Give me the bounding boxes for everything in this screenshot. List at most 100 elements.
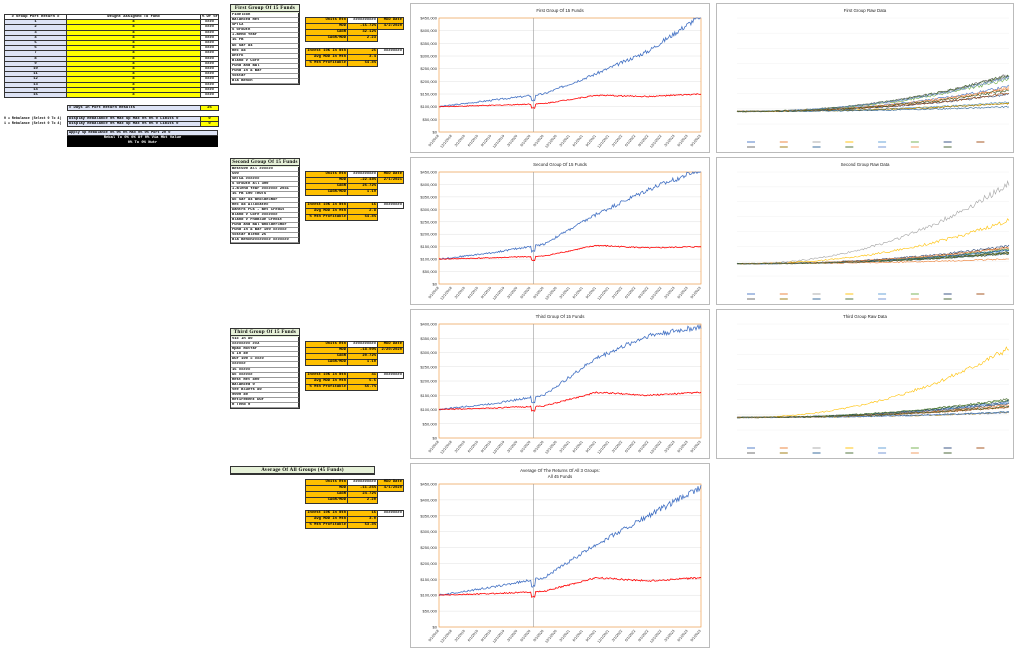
stat-label: CAGR/MDD: [305, 497, 348, 504]
x-tick-label: 3/1/2019: [454, 286, 466, 299]
days-value[interactable]: 26: [200, 104, 219, 112]
y-tick-label: $100,000: [420, 257, 437, 262]
list-item[interactable]: R Tend 0: [231, 403, 299, 409]
rebalance-bar: Apply Sp Rebalance 0% 0% 0% Max 0% 0% Po…: [67, 130, 218, 136]
x-tick-label: 3/1/2020: [506, 440, 518, 453]
list-item[interactable]: I-Blend Year ####### 2031: [231, 187, 299, 193]
list-item[interactable]: Rest Ret 800: [231, 377, 299, 383]
weight-cell[interactable]: 8: [66, 92, 201, 99]
list-item[interactable]: Vostar Blend 26: [231, 233, 299, 239]
fund-list: Fidelcon Balanced Ret SPTCX S Growth I-Bend …: [231, 13, 299, 85]
plot-frame: [438, 17, 702, 133]
list-item[interactable]: Rec 88: [231, 48, 299, 54]
list-item[interactable]: Bland V FndBlue Credit: [231, 217, 299, 224]
list-item[interactable]: Dur 100 = ####: [231, 357, 299, 363]
list-item[interactable]: Oc Sar 84: [231, 43, 299, 49]
option-2-value[interactable]: 0: [200, 121, 219, 128]
list-item[interactable]: 0000 80: [231, 393, 299, 399]
y-tick-label: $300,000: [420, 350, 437, 355]
stat-label: Invest 10K In Nth: [305, 48, 348, 55]
list-item[interactable]: Bland V Core: [231, 58, 299, 64]
stat-label: % Mth Profitable: [305, 214, 348, 221]
benchmark-series-line: [438, 93, 702, 109]
x-tick-label: 9/1/2020: [533, 440, 545, 453]
list-item[interactable]: S Growth all 300: [231, 182, 299, 188]
x-tick-label: 3/1/2023: [664, 629, 676, 642]
y-tick-label: $0: [433, 130, 438, 135]
list-item[interactable]: Bland V Core #######: [231, 212, 299, 218]
list-item[interactable]: ######: [231, 362, 299, 368]
chart-title: Third Group Of 15 Funds: [535, 314, 585, 319]
list-item[interactable]: Balanced Ret: [231, 18, 299, 24]
list-item[interactable]: 15 #####: [231, 367, 299, 373]
portfolio-series-line: [438, 323, 702, 411]
list-item[interactable]: ######## ##X: [231, 342, 299, 348]
chart-plot: $0 $50,000 $100,000 $150,000 $200,000 $250,00…: [420, 482, 701, 644]
x-tick-label: 12/1/2019: [492, 134, 505, 149]
x-tick-label: 3/1/2022: [611, 286, 623, 299]
list-item[interactable]: Dantrk FCs - Bet Credit: [231, 207, 299, 213]
group-stats: Units Rtn ########## MDD Date MDD -11.25% 4/…: [305, 479, 404, 529]
list-item[interactable]: Bla Bench: [231, 79, 299, 85]
x-tick-label: 6/1/2022: [624, 134, 636, 147]
list-item[interactable]: Fund In & Bar 100 ######: [231, 228, 299, 234]
y-tick-label: $200,000: [420, 232, 437, 237]
list-item[interactable]: Bla Bench######## #######: [231, 238, 299, 244]
x-tick-label: 12/1/2022: [649, 286, 662, 301]
list-item[interactable]: Oc ######: [231, 372, 299, 378]
option-1-value[interactable]: 0: [200, 115, 219, 123]
stat-value: ########: [377, 48, 404, 55]
list-item[interactable]: Vic In 80: [231, 337, 299, 343]
list-item[interactable]: 15 FB 100 TRUTS: [231, 192, 299, 198]
table-row: 12 8 ####: [4, 76, 219, 83]
x-tick-label: 9/1/2020: [533, 134, 545, 147]
list-item[interactable]: 500: [231, 172, 299, 178]
percent-cell: ####: [200, 92, 219, 99]
list-item[interactable]: Vostar: [231, 74, 299, 80]
rebalance-note: Rebal To 0% 0% Of 0% Via Mkt Value 0% To…: [67, 136, 218, 147]
x-tick-label: 3/1/2020: [506, 629, 518, 642]
x-tick-label: 3/1/2021: [559, 134, 571, 147]
fund-series-line: [736, 346, 1010, 419]
stat-value: 64.4%: [347, 60, 378, 67]
chart-plot: $0 $50,000 $100,000 $150,000 $200,000 $250,00…: [420, 16, 702, 149]
portfolio-line-chart: Second Group Of 15 Funds $0 $50,000 $100,00…: [410, 157, 710, 305]
chart-plot: $0 $50,000 $100,000 $150,000 $200,000 $250,00…: [420, 322, 702, 455]
list-item[interactable]: Rpac Rotfar: [231, 347, 299, 353]
y-tick-label: $100,000: [420, 593, 437, 598]
list-item[interactable]: Best500 all ######: [231, 167, 299, 173]
list-item[interactable]: S Growth: [231, 28, 299, 34]
list-item[interactable]: Vee Bluefs 80: [231, 387, 299, 394]
list-item[interactable]: 15 FB: [231, 38, 299, 44]
chart-title: First Group Raw Data: [843, 8, 887, 13]
x-tick-label: 9/1/2019: [480, 286, 492, 299]
y-tick-label: $150,000: [420, 393, 437, 398]
list-item[interactable]: Rec 88 Allocate#: [231, 202, 299, 208]
list-item[interactable]: Dntrk: [231, 53, 299, 59]
list-item[interactable]: Retirement Dur: [231, 398, 299, 404]
y-tick-label: $350,000: [420, 513, 437, 518]
stat-value: 2.20: [347, 497, 378, 504]
y-tick-label: $50,000: [423, 117, 438, 122]
list-item[interactable]: S In 80: [231, 352, 299, 358]
list-item[interactable]: I-Bend Year: [231, 33, 299, 39]
list-item[interactable]: Fund and Bal Wholder=Ror: [231, 223, 299, 229]
x-tick-label: 9/1/2018: [428, 440, 440, 453]
fund-list: Best500 all ###### 500 SRTCA ###### S Growt…: [231, 167, 299, 244]
list-item[interactable]: Balanced 0: [231, 382, 299, 388]
list-item[interactable]: Fund In & Bar: [231, 69, 299, 75]
percent-cell: ####: [200, 66, 219, 73]
stat-value: 2.23: [347, 35, 378, 42]
chart-title: Second Group Raw Data: [840, 162, 890, 167]
y-tick-label: $200,000: [420, 79, 437, 84]
list-item[interactable]: SRTCA ######: [231, 177, 299, 183]
group-panel: Second Group Of 15 Funds Best500 all ####…: [230, 158, 300, 245]
list-item[interactable]: Fidelcon: [231, 13, 299, 19]
list-item[interactable]: SPTCX: [231, 23, 299, 29]
percent-cell: ####: [200, 60, 219, 68]
list-item[interactable]: Oc Sar 84 Wholde=Ror: [231, 197, 299, 203]
percent-cell: ####: [200, 86, 219, 94]
col-header-percent: % Of Group: [200, 13, 219, 21]
x-tick-label: 12/1/2018: [440, 440, 453, 455]
list-item[interactable]: Fund and Bal: [231, 63, 299, 70]
